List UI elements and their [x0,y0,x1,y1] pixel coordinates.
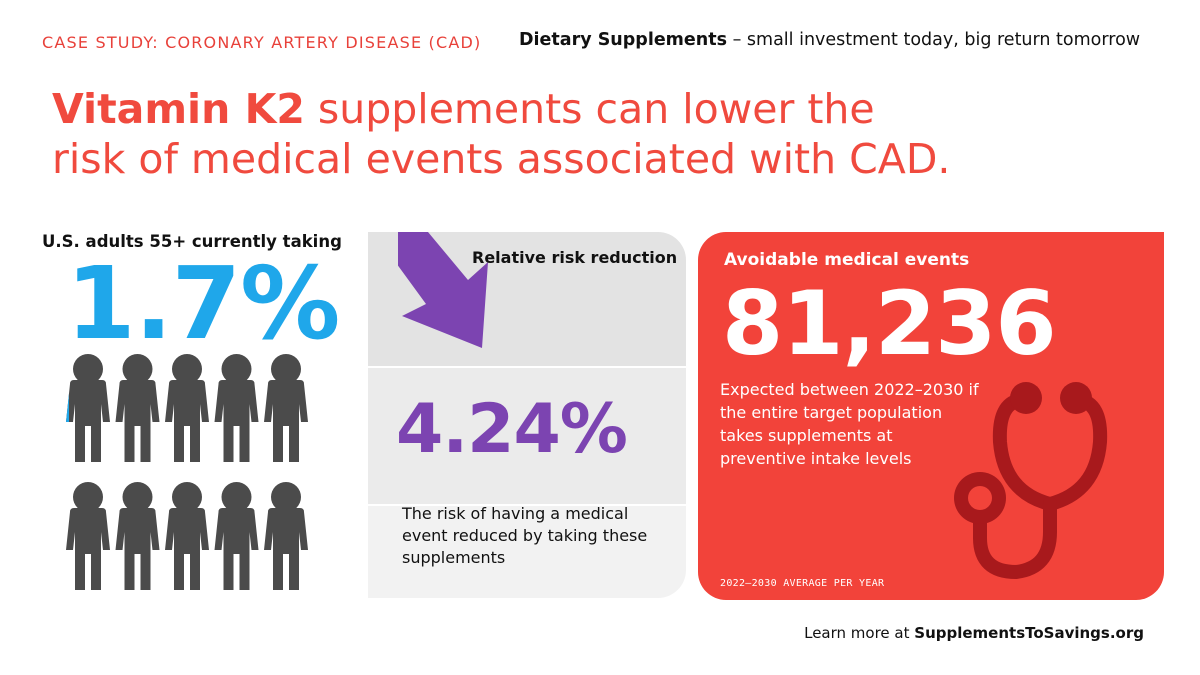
adults-value: 1.7% [66,245,340,362]
avoidable-events-value: 81,236 [722,272,1057,375]
person-icon [115,482,160,590]
person-icon [66,482,110,590]
risk-reduction-description: The risk of having a medical event reduc… [402,504,648,567]
person-icon-grid [66,354,308,590]
adults-label: U.S. adults 55+ currently taking [42,232,342,251]
person-icon [214,354,259,462]
avoidable-events-label: Avoidable medical events [724,250,970,270]
risk-reduction-value: 4.24% [396,390,628,469]
risk-panel-bottom [368,506,686,598]
person-icon [165,354,209,462]
headline-line2: risk of medical events associated with C… [52,135,951,183]
headline-line1-rest: supplements can lower the [304,85,875,133]
risk-reduction-label: Relative risk reduction [472,248,678,267]
tagline-bold: Dietary Supplements [519,30,728,50]
tagline: Dietary Supplements – small investment t… [519,30,1140,50]
learn-more-prefix: Learn more at [804,624,915,642]
risk-panel-middle [368,368,686,504]
risk-reduction-panel [368,232,686,598]
person-icon [165,482,209,590]
person-icon [66,354,110,462]
case-study-title: CASE STUDY: CORONARY ARTERY DISEASE (CAD… [42,33,482,52]
people-grid [66,354,331,599]
headline-bold: Vitamin K2 [52,85,305,133]
person-icon [115,354,160,462]
person-icon [214,482,259,590]
learn-more: Learn more at SupplementsToSavings.org [804,624,1144,642]
tagline-rest: – small investment today, big return tom… [727,30,1141,50]
avoidable-events-footnote: 2022–2030 AVERAGE PER YEAR [720,578,885,589]
stethoscope-icon [954,382,1108,580]
person-icon [264,482,308,590]
avoidable-events-panel [698,232,1164,600]
avoidable-events-description: Expected between 2022–2030 if the entire… [720,380,979,468]
headline: Vitamin K2 supplements can lower the risk… [52,84,950,184]
person-icon [264,354,308,462]
learn-more-link[interactable]: SupplementsToSavings.org [914,624,1144,642]
down-arrow-icon [398,232,488,348]
